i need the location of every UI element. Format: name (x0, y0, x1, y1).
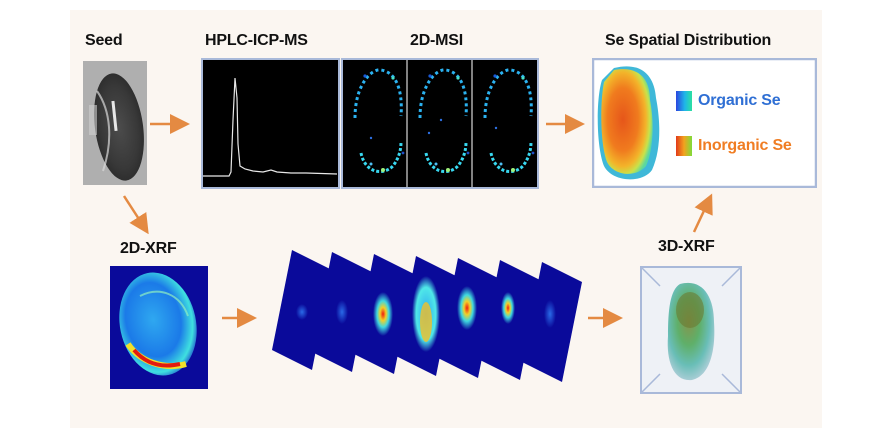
label-2d-xrf: 2D-XRF (120, 240, 177, 257)
legend-inorganic-swatch (676, 136, 692, 156)
arrow-seed-to-xrf (122, 195, 149, 235)
legend-inorganic-label: Inorganic Se (698, 137, 792, 154)
legend-organic-label: Organic Se (698, 92, 781, 109)
legend-organic-swatch (676, 91, 692, 111)
label-3d-xrf: 3D-XRF (658, 238, 715, 255)
hplc-chromatogram (201, 58, 340, 189)
arrow-3d-to-distribution (692, 193, 713, 233)
label-se-spatial-distribution: Se Spatial Distribution (605, 32, 772, 49)
xrf-3d-render (640, 266, 742, 394)
xrf-slice-stack (270, 250, 590, 420)
label-hplc-icp-ms: HPLC-ICP-MS (205, 32, 308, 49)
msi-panels (341, 58, 539, 189)
seed-image (83, 61, 147, 185)
label-2d-msi: 2D-MSI (410, 32, 464, 49)
se-distribution-panel (592, 58, 817, 188)
xrf-2d-map (110, 266, 208, 389)
label-seed: Seed (85, 32, 123, 49)
